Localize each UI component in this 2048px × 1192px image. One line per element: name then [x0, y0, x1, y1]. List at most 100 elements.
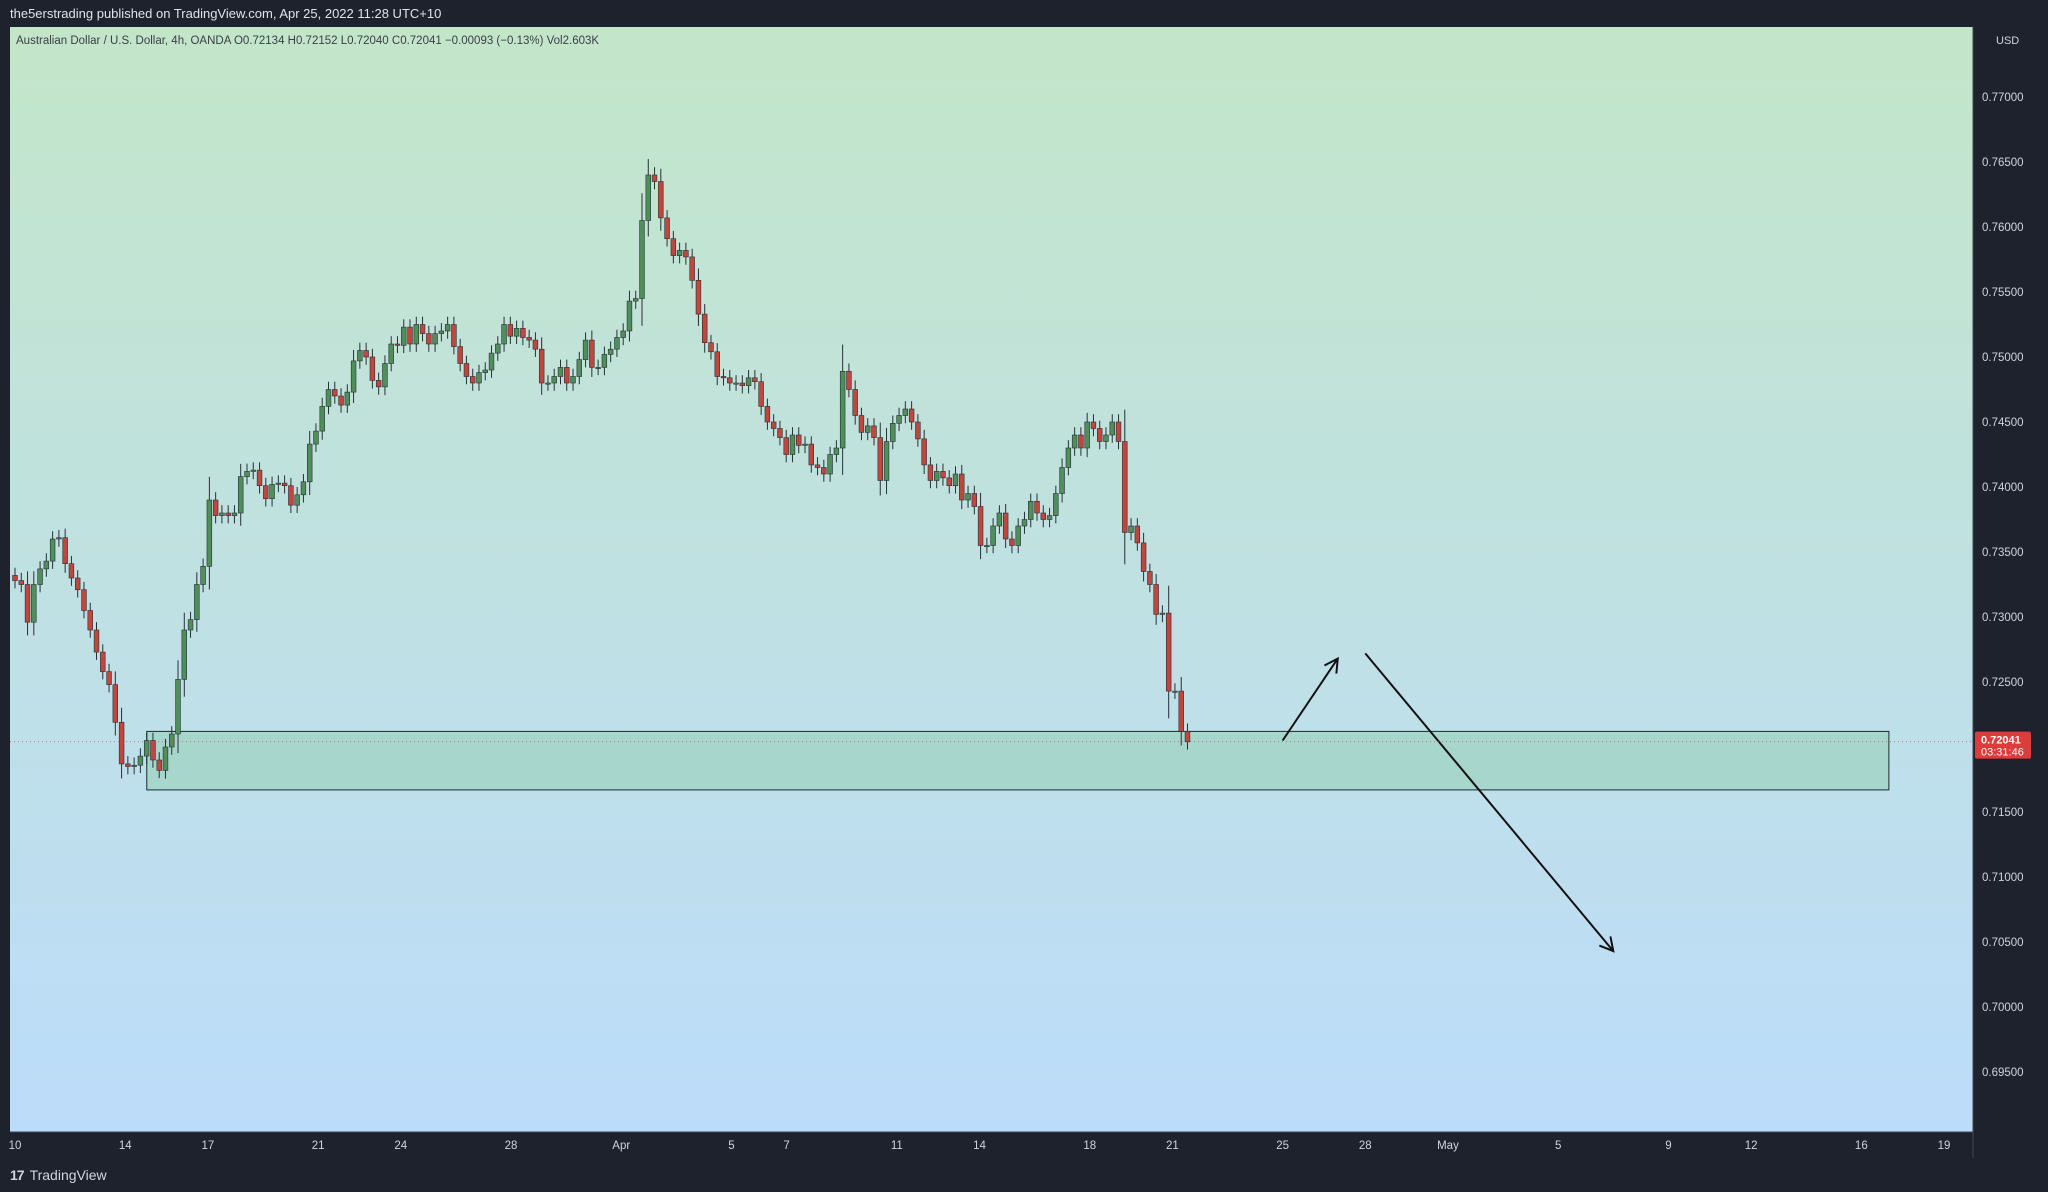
bearish-candle [263, 485, 269, 500]
bullish-candle [890, 422, 896, 442]
bearish-candle [683, 250, 689, 258]
bearish-candle [150, 740, 156, 761]
bullish-candle [388, 343, 394, 364]
bullish-candle [576, 359, 583, 377]
arrow-down-annotation[interactable] [1364, 652, 1615, 953]
bar-countdown: 03:31:46 [1981, 747, 2024, 759]
arrow-shaft [1281, 658, 1339, 742]
bearish-candle [1165, 612, 1172, 692]
bearish-candle [426, 333, 432, 345]
bullish-candle [1053, 493, 1059, 516]
bullish-candle [187, 619, 194, 631]
bullish-candle [37, 568, 43, 585]
x-tick-label: 5 [728, 1140, 734, 1152]
bearish-candle [470, 376, 476, 384]
bearish-candle [752, 377, 758, 382]
bullish-candle [294, 494, 300, 506]
x-tick-label: 25 [1276, 1140, 1289, 1152]
bullish-candle [143, 740, 150, 757]
bullish-candle [933, 471, 940, 481]
tradingview-brand[interactable]: 17 TradingView [10, 1167, 107, 1183]
bullish-candle [1046, 515, 1053, 520]
bullish-candle [401, 326, 407, 346]
bearish-candle [977, 506, 984, 546]
bearish-candle [93, 629, 100, 653]
bullish-candle [1015, 525, 1021, 546]
bullish-candle [607, 348, 614, 355]
bullish-candle [175, 679, 181, 735]
x-tick-label: 10 [9, 1140, 22, 1152]
bearish-candle [670, 238, 677, 256]
x-tick-label: 12 [1745, 1140, 1758, 1152]
bullish-candle [200, 565, 206, 585]
bearish-candle [1040, 512, 1046, 520]
x-tick-label: 16 [1855, 1140, 1868, 1152]
bullish-candle [639, 220, 645, 299]
x-tick-label: 5 [1555, 1140, 1561, 1152]
bullish-candle [49, 538, 56, 562]
y-tick-label: 0.73500 [1982, 547, 2024, 559]
bearish-candle [852, 389, 858, 416]
bearish-candle [858, 415, 865, 433]
x-tick-label: Apr [612, 1140, 630, 1152]
arrow-up-annotation[interactable] [1281, 656, 1339, 742]
bearish-candle [338, 395, 344, 406]
bearish-candle [407, 326, 413, 345]
x-tick-label: 11 [891, 1140, 903, 1152]
bearish-candle [68, 563, 75, 579]
publish-info: the5erstrading published on TradingView.… [10, 6, 442, 21]
bearish-candle [689, 256, 695, 281]
bullish-candle [219, 512, 225, 516]
bullish-candle [438, 330, 445, 334]
bullish-candle [965, 493, 971, 501]
price-axis-panel[interactable] [1973, 27, 2048, 1132]
x-tick-label: 24 [394, 1140, 407, 1152]
bullish-candle [733, 382, 739, 385]
bearish-candle [18, 580, 24, 585]
bearish-candle [212, 499, 219, 516]
bearish-candle [394, 343, 401, 346]
bearish-candle [971, 493, 978, 507]
bullish-candle [31, 584, 37, 623]
bearish-candle [457, 346, 463, 364]
bullish-candle [169, 733, 175, 748]
bearish-candle [814, 464, 821, 468]
bullish-candle [325, 389, 332, 407]
bearish-candle [1034, 500, 1040, 514]
symbol-info: Australian Dollar / U.S. Dollar, 4h, OAN… [16, 35, 599, 47]
bearish-candle [658, 181, 664, 219]
bearish-candle [463, 363, 470, 377]
time-axis-panel[interactable] [0, 1132, 2048, 1158]
bearish-candle [106, 671, 112, 685]
arrow-shaft [1364, 652, 1615, 952]
bearish-candle [1134, 525, 1141, 544]
currency-label: USD [1996, 35, 2019, 47]
support-zone[interactable] [146, 730, 1890, 791]
bullish-candle [990, 525, 996, 546]
bearish-candle [87, 610, 93, 631]
bullish-candle [1021, 519, 1028, 527]
x-tick-label: May [1437, 1140, 1459, 1152]
bullish-candle [1172, 690, 1178, 693]
bullish-candle [501, 324, 507, 345]
candles [12, 159, 1191, 779]
bullish-candle [250, 469, 256, 472]
bullish-candle [181, 629, 187, 680]
bearish-candle [915, 421, 921, 440]
bearish-candle [808, 443, 814, 466]
x-tick-label: 28 [1359, 1140, 1372, 1152]
bullish-candle [789, 434, 796, 455]
x-tick-label: 18 [1083, 1140, 1096, 1152]
bullish-candle [231, 512, 238, 516]
bearish-candle [375, 380, 382, 388]
y-tick-label: 0.75500 [1982, 287, 2024, 299]
y-tick-label: 0.76000 [1982, 222, 2024, 234]
chart-background [10, 27, 1973, 1132]
bullish-candle [137, 755, 144, 766]
bullish-candle [952, 473, 959, 486]
x-tick-label: 19 [1938, 1140, 1951, 1152]
bullish-candle [551, 376, 557, 384]
footer-bar: 17 TradingView [0, 1158, 2048, 1192]
y-tick-label: 0.74000 [1982, 482, 2024, 494]
